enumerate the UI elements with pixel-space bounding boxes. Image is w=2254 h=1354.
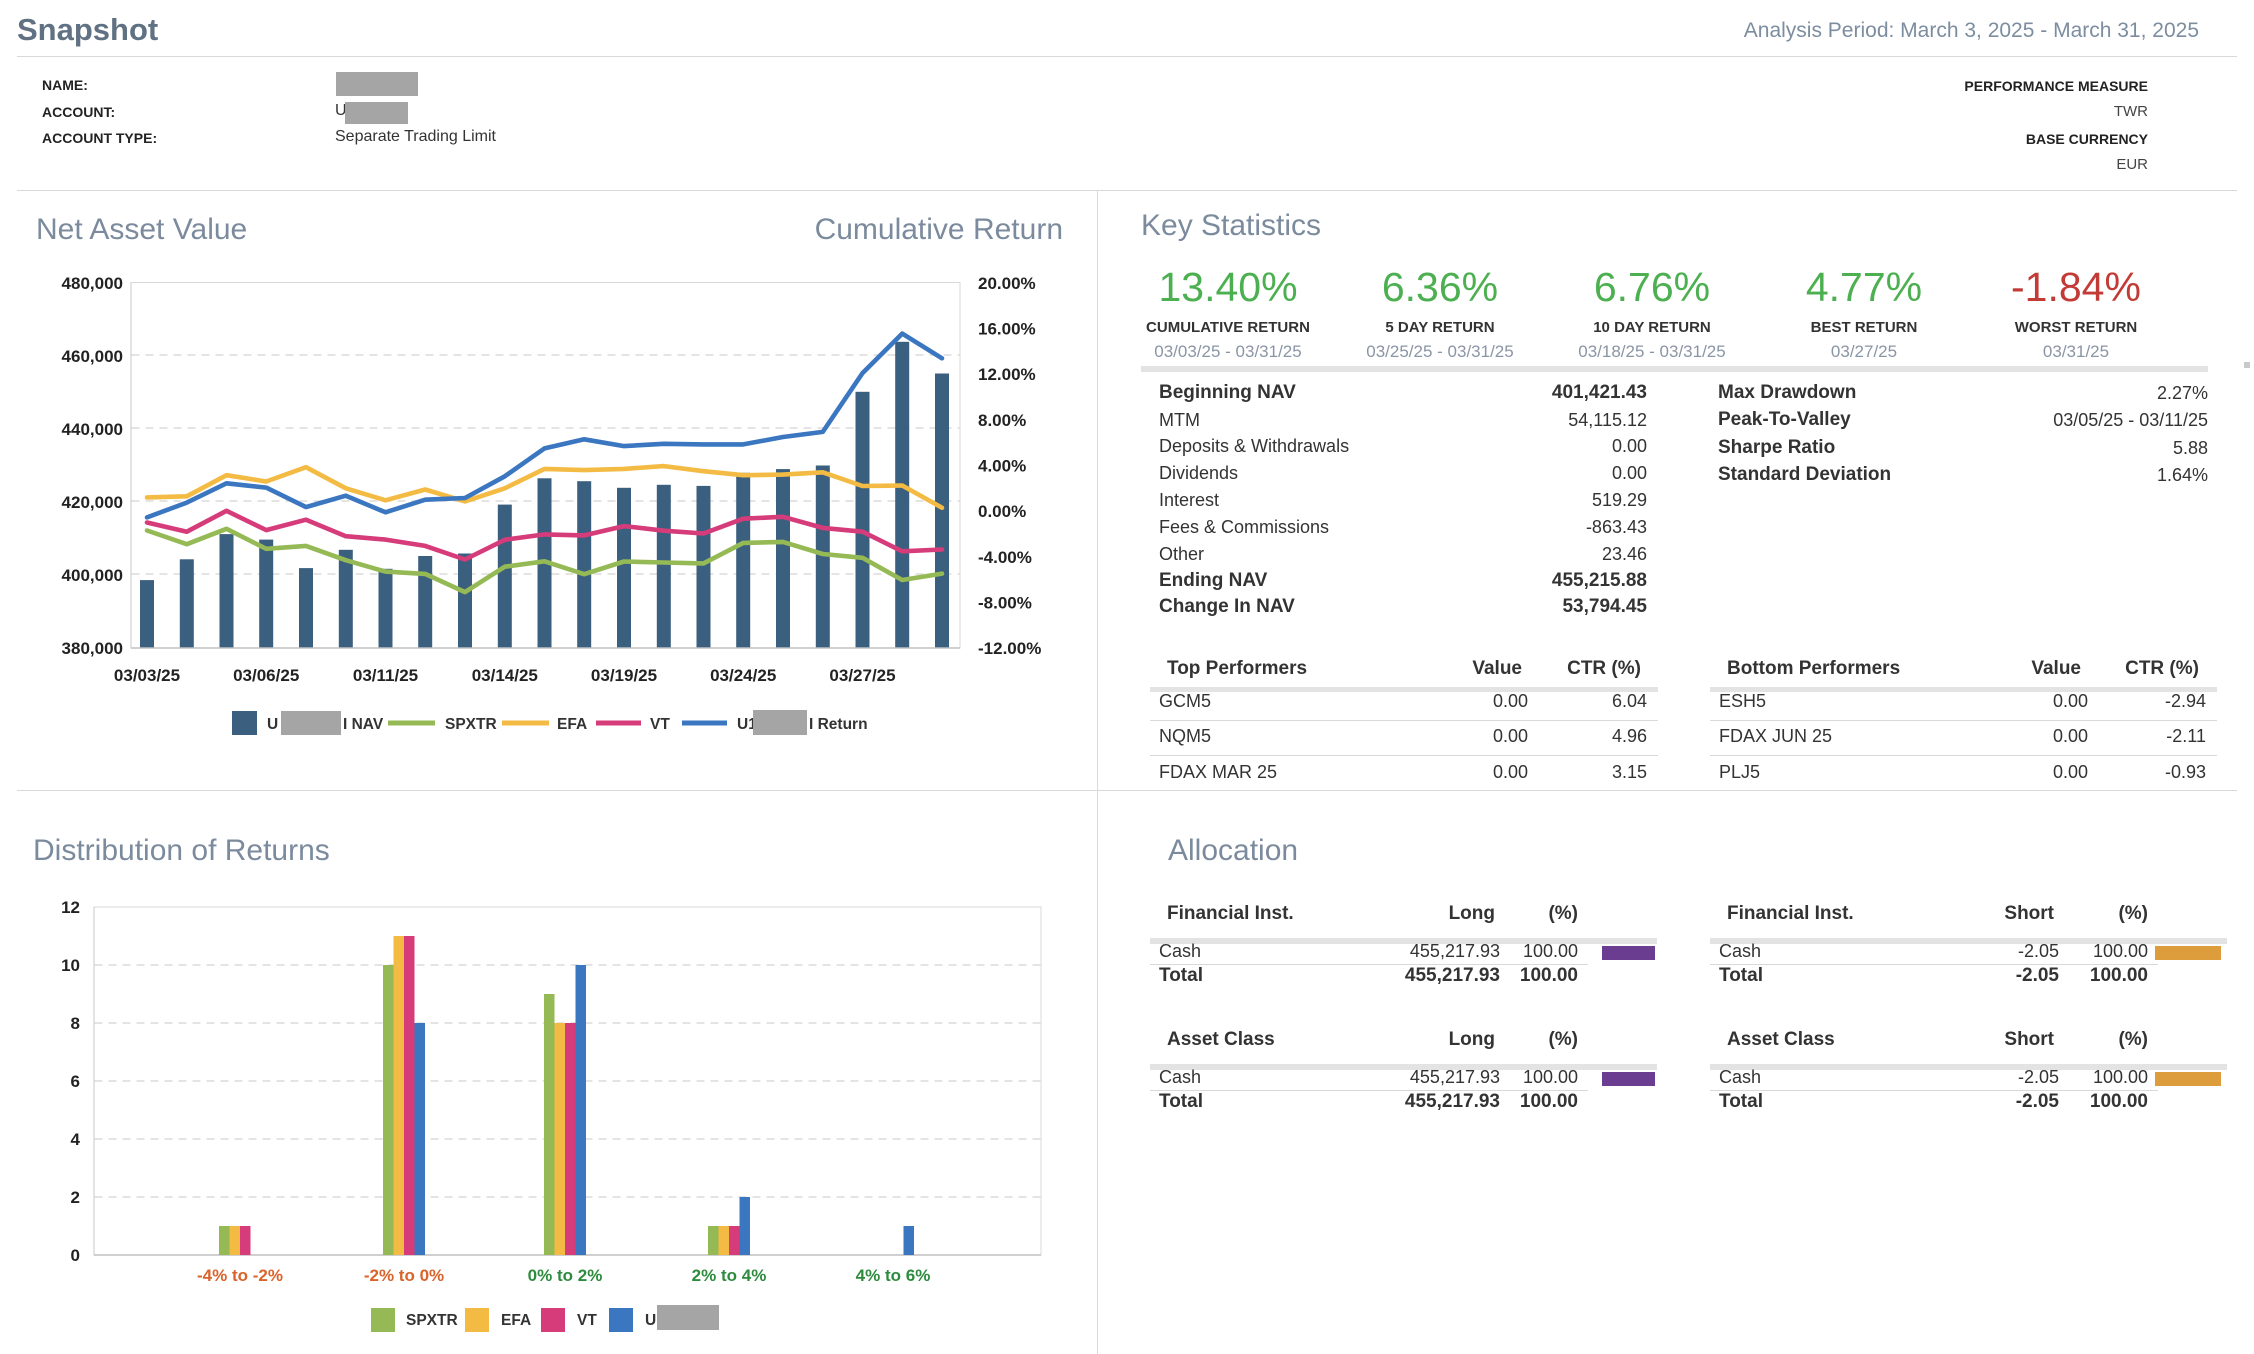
svg-text:16.00%: 16.00% bbox=[978, 320, 1036, 339]
svg-text:EFA: EFA bbox=[501, 1312, 531, 1329]
svg-text:480,000: 480,000 bbox=[62, 274, 123, 293]
svg-text:03/19/25: 03/19/25 bbox=[591, 666, 657, 685]
svg-text:VT: VT bbox=[650, 716, 670, 733]
svg-text:0% to 2%: 0% to 2% bbox=[528, 1266, 603, 1285]
svg-text:440,000: 440,000 bbox=[62, 420, 123, 439]
svg-text:400,000: 400,000 bbox=[62, 566, 123, 585]
svg-text:I Return: I Return bbox=[809, 716, 868, 733]
svg-text:460,000: 460,000 bbox=[62, 347, 123, 366]
svg-text:20.00%: 20.00% bbox=[978, 274, 1036, 293]
svg-text:8: 8 bbox=[71, 1014, 80, 1033]
svg-text:03/27/25: 03/27/25 bbox=[829, 666, 895, 685]
svg-text:4: 4 bbox=[71, 1130, 81, 1149]
svg-text:SPXTR: SPXTR bbox=[406, 1312, 458, 1329]
svg-text:03/06/25: 03/06/25 bbox=[233, 666, 299, 685]
svg-text:420,000: 420,000 bbox=[62, 493, 123, 512]
svg-text:U1: U1 bbox=[737, 716, 757, 733]
svg-text:-12.00%: -12.00% bbox=[978, 639, 1041, 658]
svg-text:U: U bbox=[267, 716, 278, 733]
svg-text:03/11/25: 03/11/25 bbox=[353, 666, 418, 685]
svg-text:-4% to -2%: -4% to -2% bbox=[197, 1266, 283, 1285]
svg-text:-4.00%: -4.00% bbox=[978, 548, 1032, 567]
svg-text:2% to 4%: 2% to 4% bbox=[692, 1266, 767, 1285]
svg-text:03/14/25: 03/14/25 bbox=[472, 666, 538, 685]
svg-text:03/24/25: 03/24/25 bbox=[710, 666, 776, 685]
svg-text:SPXTR: SPXTR bbox=[445, 716, 497, 733]
svg-text:380,000: 380,000 bbox=[62, 639, 123, 658]
svg-text:VT: VT bbox=[577, 1312, 597, 1329]
svg-text:4% to 6%: 4% to 6% bbox=[856, 1266, 931, 1285]
svg-text:4.00%: 4.00% bbox=[978, 457, 1026, 476]
svg-text:6: 6 bbox=[71, 1072, 80, 1091]
svg-text:I NAV: I NAV bbox=[343, 716, 384, 733]
svg-text:2: 2 bbox=[71, 1188, 80, 1207]
svg-text:-8.00%: -8.00% bbox=[978, 593, 1032, 612]
svg-text:12.00%: 12.00% bbox=[978, 365, 1036, 384]
svg-text:10: 10 bbox=[61, 956, 80, 975]
svg-text:03/03/25: 03/03/25 bbox=[114, 666, 180, 685]
svg-text:0.00%: 0.00% bbox=[978, 502, 1026, 521]
svg-text:EFA: EFA bbox=[557, 716, 587, 733]
svg-text:0: 0 bbox=[71, 1246, 80, 1265]
svg-text:12: 12 bbox=[61, 898, 80, 917]
svg-text:8.00%: 8.00% bbox=[978, 411, 1026, 430]
svg-text:-2% to 0%: -2% to 0% bbox=[364, 1266, 444, 1285]
